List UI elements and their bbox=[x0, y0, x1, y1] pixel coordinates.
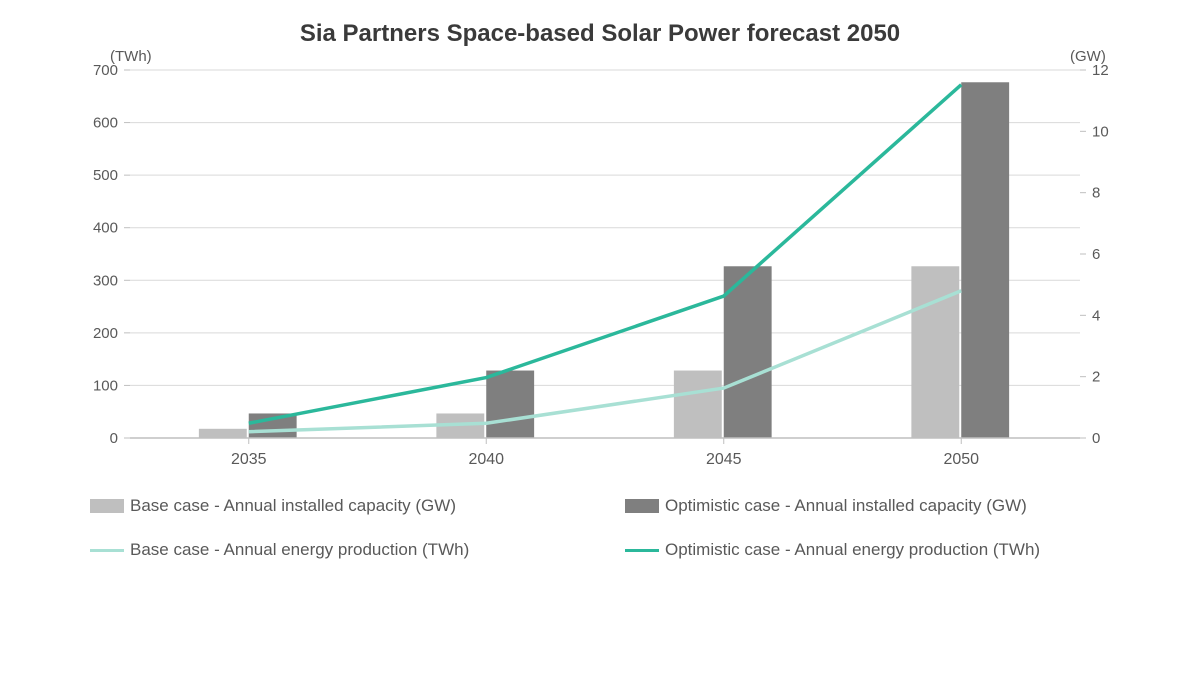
x-category: 2050 bbox=[943, 451, 979, 468]
legend-box-swatch bbox=[625, 499, 659, 513]
chart-plot: 0100200300400500600700024681012203520402… bbox=[40, 48, 1160, 478]
y-left-tick: 200 bbox=[93, 325, 118, 342]
bar bbox=[674, 371, 722, 438]
y-left-tick: 0 bbox=[110, 430, 118, 447]
bar bbox=[486, 371, 534, 438]
chart-legend: Base case - Annual installed capacity (G… bbox=[40, 496, 1160, 584]
x-category: 2045 bbox=[706, 451, 742, 468]
legend-item: Optimistic case - Annual energy producti… bbox=[625, 540, 1160, 560]
y-right-tick: 6 bbox=[1092, 246, 1100, 263]
x-category: 2035 bbox=[231, 451, 267, 468]
legend-box-swatch bbox=[90, 499, 124, 513]
y-left-tick: 100 bbox=[93, 377, 118, 394]
y-right-tick: 2 bbox=[1092, 369, 1100, 386]
y-left-tick: 500 bbox=[93, 167, 118, 184]
chart-title: Sia Partners Space-based Solar Power for… bbox=[40, 20, 1160, 48]
y-right-tick: 10 bbox=[1092, 123, 1109, 140]
legend-label: Optimistic case - Annual energy producti… bbox=[665, 540, 1040, 560]
line-series bbox=[249, 291, 962, 432]
y-right-tick: 0 bbox=[1092, 430, 1100, 447]
bar bbox=[724, 266, 772, 438]
y-left-tick: 400 bbox=[93, 220, 118, 237]
chart-container: Sia Partners Space-based Solar Power for… bbox=[0, 0, 1200, 689]
bar bbox=[961, 82, 1009, 438]
bar bbox=[911, 266, 959, 438]
left-axis-label: (TWh) bbox=[110, 48, 152, 65]
y-right-tick: 8 bbox=[1092, 185, 1100, 202]
legend-label: Base case - Annual energy production (TW… bbox=[130, 540, 469, 560]
y-right-tick: 4 bbox=[1092, 307, 1100, 324]
y-left-tick: 600 bbox=[93, 115, 118, 132]
legend-item: Optimistic case - Annual installed capac… bbox=[625, 496, 1160, 516]
legend-label: Base case - Annual installed capacity (G… bbox=[130, 496, 456, 516]
line-series bbox=[249, 85, 962, 424]
legend-item: Base case - Annual energy production (TW… bbox=[90, 540, 625, 560]
legend-item: Base case - Annual installed capacity (G… bbox=[90, 496, 625, 516]
x-category: 2040 bbox=[468, 451, 504, 468]
right-axis-label: (GW) bbox=[1070, 48, 1106, 65]
legend-label: Optimistic case - Annual installed capac… bbox=[665, 496, 1027, 516]
y-left-tick: 300 bbox=[93, 272, 118, 289]
legend-line-swatch bbox=[90, 549, 124, 552]
legend-line-swatch bbox=[625, 549, 659, 552]
bar bbox=[199, 429, 247, 438]
